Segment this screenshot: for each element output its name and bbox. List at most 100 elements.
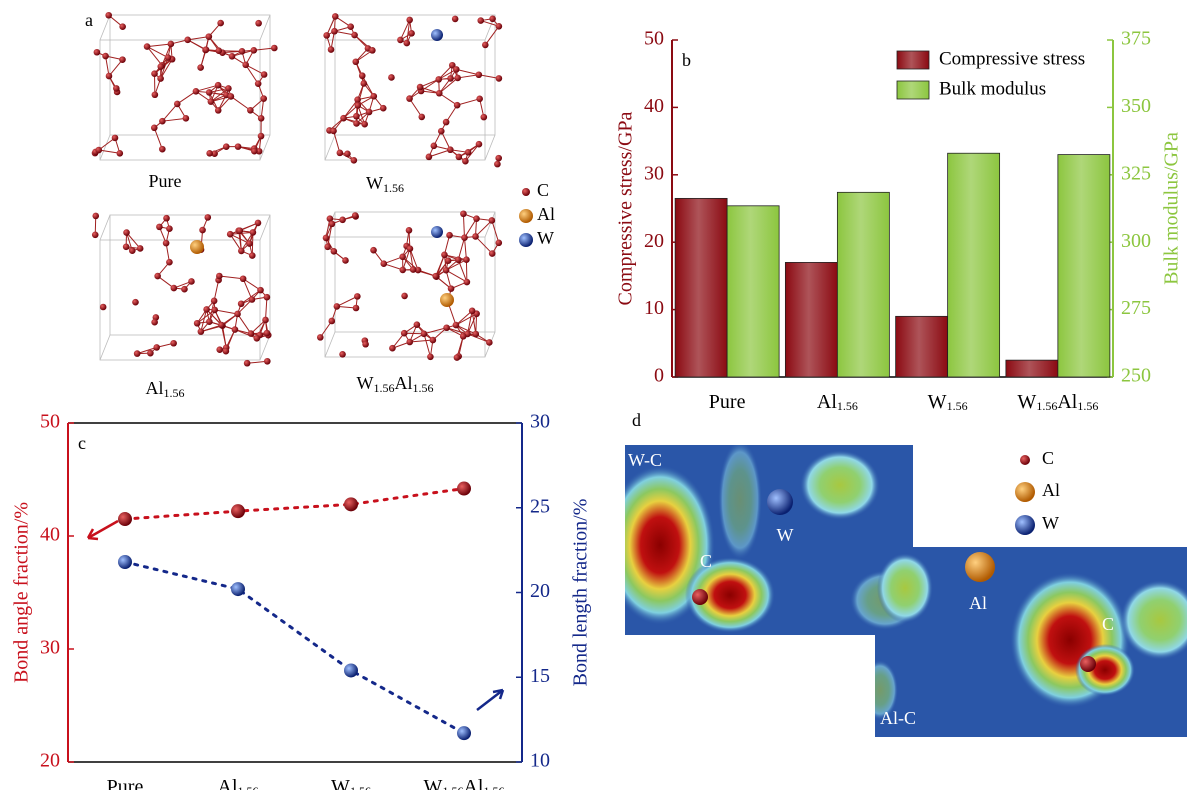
panel-label: b (682, 50, 691, 70)
atom (119, 23, 126, 30)
atom (459, 333, 467, 340)
panel-a: a Pure W1.56 Al1.56 W1.56Al1.56 C Al W (85, 10, 555, 400)
atom (336, 149, 344, 157)
atom (248, 252, 256, 259)
atom (214, 107, 222, 114)
atom (965, 552, 995, 582)
bond (462, 213, 465, 238)
atom (435, 89, 443, 97)
bond (463, 237, 467, 260)
atom (105, 72, 113, 80)
atom (255, 147, 263, 155)
atom (197, 64, 204, 71)
region-label: W-C (628, 450, 662, 470)
atom (418, 113, 426, 121)
atom (246, 240, 253, 247)
atom (157, 63, 165, 70)
cell-edge (324, 39, 486, 161)
atom (354, 96, 361, 103)
atom (448, 61, 456, 69)
atom (444, 257, 452, 264)
legend-marker (519, 233, 533, 247)
atom (151, 91, 159, 99)
atom (420, 330, 428, 338)
atom (92, 212, 100, 220)
bond (399, 19, 411, 41)
atom (353, 112, 360, 120)
atom (154, 272, 161, 280)
bond (438, 77, 458, 94)
bond (467, 313, 478, 335)
atom (477, 17, 485, 24)
contours (875, 553, 1187, 720)
atom (157, 75, 164, 82)
atom (401, 292, 408, 300)
atom (489, 15, 496, 23)
cell-edge (334, 211, 496, 333)
atom (476, 95, 483, 103)
atom (330, 247, 338, 255)
atom (199, 226, 206, 234)
atom (447, 146, 454, 154)
bond (419, 78, 439, 88)
y-axis-title: Compressive stress/GPa (615, 111, 637, 305)
bond (196, 309, 216, 324)
bond (440, 130, 451, 150)
atom (95, 146, 103, 154)
atom (403, 39, 411, 47)
contours (625, 445, 913, 633)
bond (105, 55, 110, 77)
bond (361, 75, 375, 97)
atom (347, 23, 354, 31)
atom (181, 285, 188, 293)
bond (467, 310, 473, 335)
panel-d: d W-C Al-C W C Al C C Al W (625, 410, 1187, 737)
atom (249, 229, 257, 236)
bond (327, 223, 333, 247)
atom (234, 143, 242, 150)
legend-label: Compressive stress (939, 48, 1085, 69)
atom (454, 74, 461, 82)
bar (895, 315, 949, 378)
bond (187, 36, 209, 41)
atom (166, 258, 173, 266)
bond (409, 339, 433, 343)
bond (253, 47, 275, 51)
atom (400, 329, 408, 337)
atom (236, 227, 244, 234)
bond (445, 269, 468, 283)
cell-edge (99, 239, 261, 361)
cell-edge (324, 134, 336, 161)
atom (408, 30, 415, 37)
bond (160, 57, 169, 79)
bond (457, 74, 479, 79)
bond (98, 137, 116, 151)
atom (253, 335, 261, 342)
point (118, 554, 132, 569)
cell-edge (99, 39, 261, 161)
cell-edge (259, 214, 271, 241)
point (231, 582, 245, 597)
atom (159, 145, 166, 153)
bond (214, 309, 238, 315)
atom (399, 266, 407, 274)
atom (351, 31, 358, 39)
atom (350, 157, 358, 164)
atom (113, 85, 120, 92)
atom (447, 75, 454, 82)
bond (423, 327, 447, 335)
atom (397, 36, 404, 44)
atom (163, 214, 170, 222)
atom (260, 71, 268, 78)
x-tick-label: W1.56 (331, 776, 371, 790)
atom (427, 353, 434, 361)
legend-label: W (537, 228, 554, 248)
atom (184, 36, 191, 44)
bond (409, 248, 414, 270)
atom (432, 272, 440, 280)
arrow (476, 688, 505, 711)
point (457, 481, 471, 496)
atom (354, 102, 362, 109)
atom (217, 19, 224, 27)
atom (228, 53, 236, 60)
